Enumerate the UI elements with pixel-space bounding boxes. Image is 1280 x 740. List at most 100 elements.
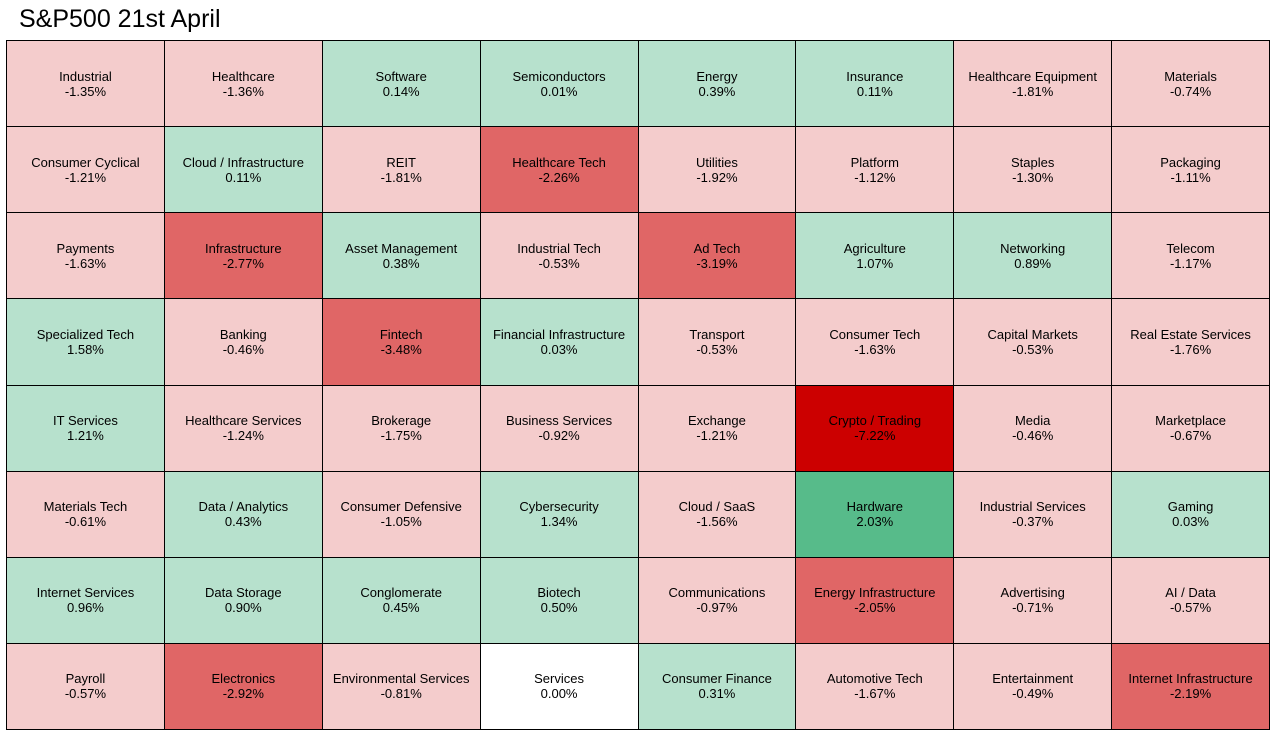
heatmap-cell: AI / Data -0.57% (1112, 557, 1270, 644)
cell-change-label: -1.24% (222, 428, 264, 444)
heatmap-cell: Consumer Cyclical -1.21% (7, 127, 165, 214)
heatmap-cell: Entertainment -0.49% (954, 643, 1113, 730)
cell-sector-label: Materials Tech (43, 499, 128, 515)
heatmap-cell: Cybersecurity 1.34% (480, 471, 639, 558)
cell-change-label: -1.67% (854, 686, 896, 702)
cell-sector-label: Marketplace (1155, 413, 1226, 429)
heatmap-cell: Healthcare -1.36% (164, 41, 323, 128)
cell-sector-label: Staples (1011, 154, 1055, 170)
cell-change-label: -1.92% (696, 169, 738, 185)
cell-sector-label: Gaming (1167, 499, 1214, 515)
heatmap-cell: Communications -0.97% (638, 557, 797, 644)
cell-sector-label: Communications (668, 585, 766, 601)
heatmap-cell: Payroll -0.57% (7, 643, 165, 730)
heatmap-cell: Specialized Tech 1.58% (7, 299, 165, 386)
heatmap-cell: Packaging -1.11% (1112, 127, 1270, 214)
cell-change-label: 1.21% (67, 428, 104, 444)
cell-sector-label: Platform (850, 154, 900, 170)
cell-sector-label: Advertising (1000, 585, 1065, 601)
cell-sector-label: Materials (1164, 68, 1217, 84)
cell-sector-label: Conglomerate (360, 585, 443, 601)
heatmap-cell: Utilities -1.92% (638, 127, 797, 214)
heatmap-cell: REIT -1.81% (322, 127, 481, 214)
cell-change-label: -1.21% (64, 169, 107, 185)
cell-change-label: 1.07% (856, 255, 894, 271)
heatmap-cell: Exchange -1.21% (638, 385, 797, 472)
cell-sector-label: Services (534, 671, 584, 687)
cell-change-label: 0.89% (1014, 255, 1052, 271)
cell-change-label: 1.34% (540, 514, 578, 530)
heatmap-cell: Internet Services 0.96% (7, 557, 165, 644)
cell-change-label: -0.46% (222, 341, 264, 357)
cell-sector-label: Data Storage (205, 585, 282, 601)
cell-sector-label: Crypto / Trading (828, 413, 922, 429)
cell-sector-label: Industrial Services (979, 499, 1086, 515)
cell-change-label: -1.11% (1170, 169, 1211, 185)
cell-change-label: -1.56% (696, 514, 738, 530)
heatmap-cell: Advertising -0.71% (954, 557, 1113, 644)
cell-change-label: -1.35% (64, 83, 107, 99)
heatmap-cell: Capital Markets -0.53% (954, 299, 1113, 386)
heatmap-cell: Semiconductors 0.01% (480, 41, 639, 128)
cell-sector-label: Software (375, 68, 427, 84)
cell-sector-label: Ad Tech (693, 240, 741, 256)
heatmap-cell: Cloud / SaaS -1.56% (638, 471, 797, 558)
cell-sector-label: Cloud / SaaS (678, 499, 756, 515)
cell-sector-label: Internet Services (36, 585, 135, 601)
cell-change-label: -0.74% (1169, 83, 1212, 99)
heatmap-cell: Business Services -0.92% (480, 385, 639, 472)
heatmap-cell: Materials -0.74% (1112, 41, 1270, 128)
cell-change-label: -1.63% (854, 341, 896, 357)
heatmap-grid: Industrial -1.35% Healthcare -1.36% Software… (6, 40, 1270, 730)
heatmap-cell: Hardware 2.03% (796, 471, 955, 558)
cell-change-label: -1.17% (1169, 255, 1212, 271)
cell-sector-label: Capital Markets (987, 326, 1078, 342)
heatmap-cell: Cloud / Infrastructure 0.11% (164, 127, 323, 214)
cell-change-label: -0.97% (696, 600, 738, 616)
heatmap-cell: Asset Management 0.38% (322, 213, 481, 300)
cell-sector-label: Energy Infrastructure (814, 585, 936, 601)
cell-change-label: 0.96% (67, 600, 104, 616)
cell-sector-label: Environmental Services (332, 671, 470, 687)
cell-sector-label: Brokerage (371, 413, 432, 429)
cell-sector-label: Insurance (846, 68, 904, 84)
cell-sector-label: Entertainment (992, 671, 1074, 687)
cell-sector-label: Business Services (505, 413, 613, 429)
cell-change-label: -2.92% (222, 686, 264, 702)
heatmap-cell: Healthcare Tech -2.26% (480, 127, 639, 214)
cell-sector-label: Transport (689, 326, 745, 342)
heatmap-cell: Real Estate Services -1.76% (1112, 299, 1270, 386)
cell-sector-label: Exchange (688, 413, 746, 429)
cell-sector-label: Banking (219, 326, 267, 342)
cell-change-label: -1.76% (1169, 341, 1212, 357)
heatmap-cell: Fintech -3.48% (322, 299, 481, 386)
cell-change-label: 0.45% (382, 600, 420, 616)
cell-sector-label: Industrial Tech (517, 240, 601, 256)
heatmap-cell: Brokerage -1.75% (322, 385, 481, 472)
heatmap-cell: Energy Infrastructure -2.05% (796, 557, 955, 644)
cell-change-label: -0.53% (696, 341, 738, 357)
heatmap-cell: Platform -1.12% (796, 127, 955, 214)
cell-change-label: -0.92% (538, 428, 580, 444)
heatmap-cell: Payments -1.63% (7, 213, 165, 300)
cell-sector-label: Media (1014, 413, 1051, 429)
cell-sector-label: Internet Infrastructure (1128, 671, 1253, 687)
cell-sector-label: Electronics (211, 671, 276, 687)
cell-sector-label: Semiconductors (512, 68, 606, 84)
cell-change-label: 0.43% (224, 514, 262, 530)
heatmap-cell: Ad Tech -3.19% (638, 213, 797, 300)
heatmap-cell: Energy 0.39% (638, 41, 797, 128)
cell-sector-label: Packaging (1160, 154, 1221, 170)
cell-change-label: -0.57% (1169, 600, 1212, 616)
cell-sector-label: Consumer Defensive (340, 499, 462, 515)
cell-change-label: -2.26% (538, 169, 580, 185)
heatmap-cell: Telecom -1.17% (1112, 213, 1270, 300)
cell-change-label: -0.57% (64, 686, 107, 702)
cell-change-label: -0.53% (538, 255, 580, 271)
cell-sector-label: Healthcare Services (185, 413, 302, 429)
cell-change-label: 0.31% (698, 686, 736, 702)
cell-sector-label: Consumer Cyclical (31, 154, 140, 170)
cell-sector-label: Healthcare (211, 68, 275, 84)
heatmap-cell: Automotive Tech -1.67% (796, 643, 955, 730)
cell-change-label: -0.49% (1012, 686, 1054, 702)
